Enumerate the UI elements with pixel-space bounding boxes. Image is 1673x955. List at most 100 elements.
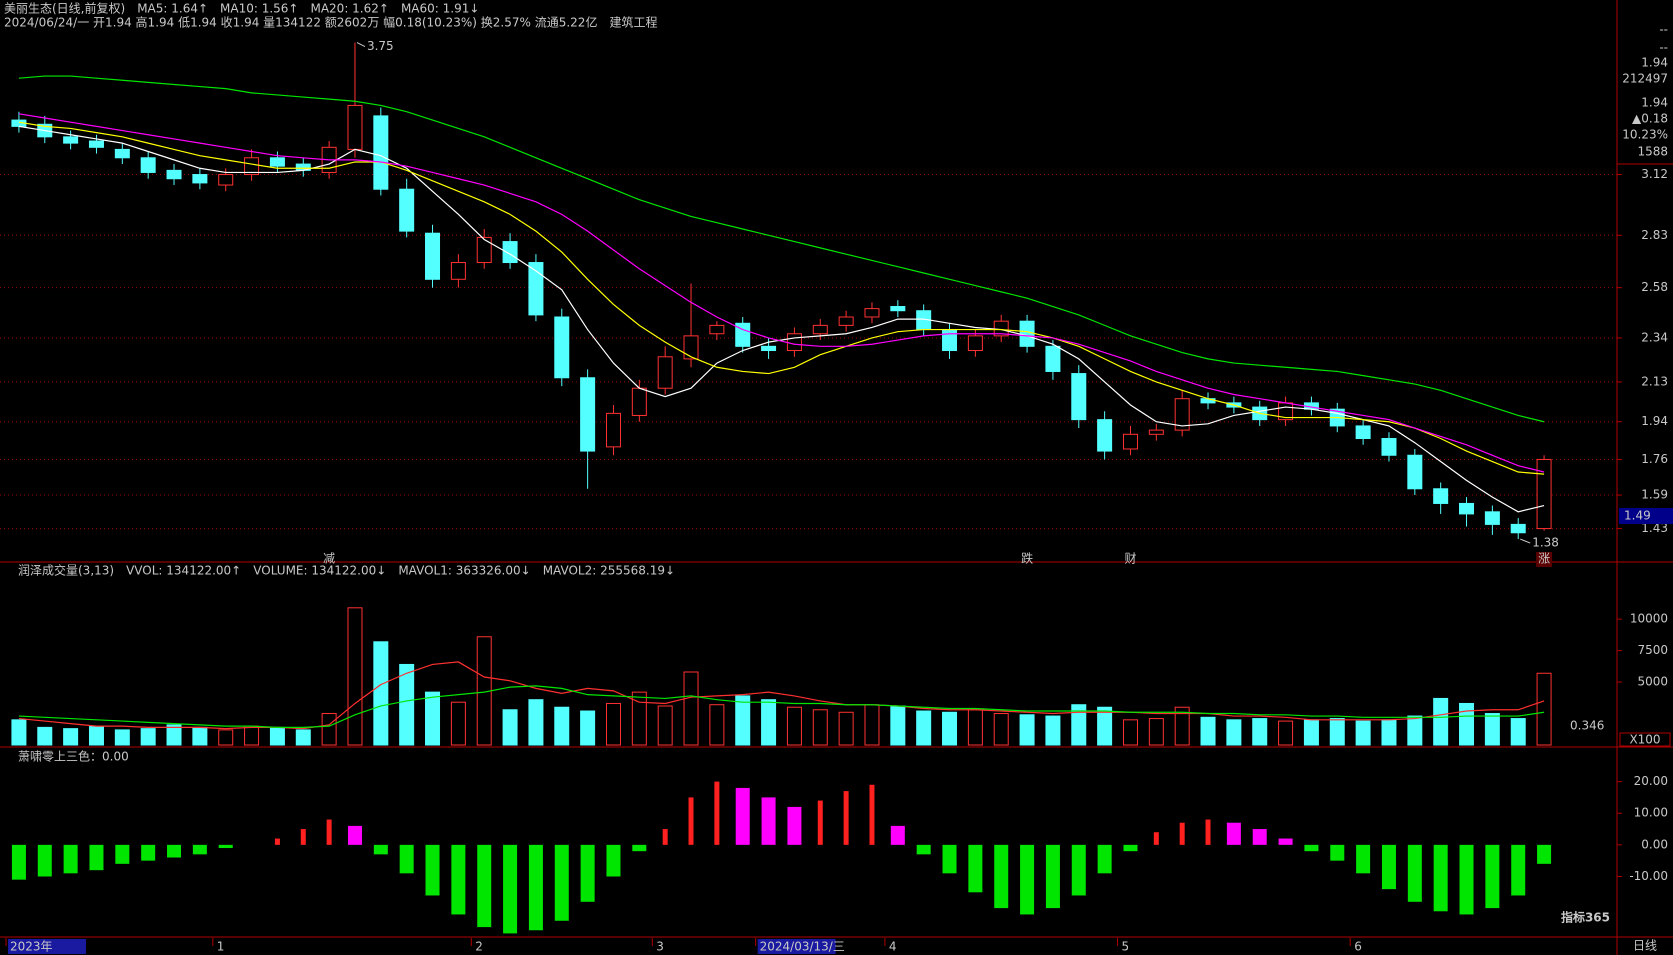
extreme-pointer	[356, 42, 366, 48]
indicator-bar	[1485, 844, 1500, 909]
indicator-bar	[714, 781, 720, 845]
candle-body	[580, 377, 596, 452]
indicator-bar	[192, 844, 207, 855]
candle-body	[942, 329, 958, 352]
y-tick-label: 1.43	[1641, 521, 1668, 535]
legend-entry: VVOL: 134122.00↑	[126, 564, 241, 578]
candle-body	[1045, 345, 1061, 372]
volume-bar	[140, 728, 156, 746]
signal-label: 财	[1124, 552, 1136, 566]
indicator-bar	[1252, 829, 1267, 845]
volume-bar	[321, 713, 337, 746]
indicator-bar	[347, 825, 362, 845]
legend-entry: VOLUME: 134122.00↓	[253, 564, 386, 578]
volume-bar	[580, 710, 596, 746]
volume-bar	[942, 711, 958, 746]
candle-body	[864, 308, 880, 318]
volume-bar	[1122, 719, 1138, 746]
x-tick-label: 6	[1354, 940, 1362, 954]
volume-bar	[37, 726, 53, 746]
x-tick-label: 3	[656, 940, 664, 954]
volume-bar	[347, 607, 363, 746]
indicator-bar	[11, 844, 26, 880]
indicator-bar	[1537, 844, 1552, 864]
indicator-bar	[373, 844, 388, 855]
y-tick-label: 3.12	[1641, 167, 1668, 181]
extreme-pointer	[1520, 538, 1531, 544]
indicator-bar	[916, 844, 931, 855]
candle-body	[450, 262, 466, 280]
volume-bar	[269, 726, 285, 746]
x-tick-label: 4	[889, 940, 897, 954]
candle-body	[605, 412, 621, 448]
y-tick-label: 1.94	[1641, 414, 1668, 428]
legend-entry: MA5: 1.64↑	[137, 2, 208, 16]
legend-entry: MAVOL2: 255568.19↓	[543, 564, 675, 578]
y-tick-label: 20.00	[1634, 774, 1668, 788]
volume-bar	[1252, 718, 1268, 746]
y-tick-label: 1.59	[1641, 488, 1668, 502]
cursor-box	[1619, 508, 1673, 525]
indicator-bar	[1226, 822, 1241, 845]
indicator-bar	[1020, 844, 1035, 915]
quote-info: 2024/06/24/一 开1.94 高1.94 低1.94 收1.94 量13…	[4, 15, 597, 30]
indicator-bar	[1278, 838, 1293, 845]
candle-body	[425, 232, 441, 280]
volume-bar	[244, 725, 260, 746]
y-tick-label: 2.58	[1641, 280, 1668, 294]
indicator-bar	[1330, 844, 1345, 861]
candle-body	[812, 324, 828, 335]
indicator-bar	[994, 844, 1009, 909]
volume-bar	[605, 702, 621, 746]
volume-bar	[1071, 704, 1087, 746]
volume-bar	[88, 725, 104, 746]
indicator-bar	[300, 829, 306, 845]
indicator-bar	[1511, 844, 1526, 896]
volume-bar	[1097, 706, 1113, 746]
panel-title: 润泽成交量(3,13)	[18, 563, 114, 578]
chart-title: 美丽生态(日线,前复权)	[4, 1, 125, 16]
indicator-bar	[477, 844, 492, 928]
last-value-label: 0.346	[1570, 719, 1604, 733]
volume-bar	[657, 705, 673, 746]
indicator-bar	[1123, 844, 1138, 852]
candle-body	[166, 169, 182, 180]
candle-body	[269, 157, 285, 167]
x-tick-label: 2024/03/13/三	[760, 940, 845, 954]
y-tick-label: 5000	[1637, 675, 1668, 689]
candle-body	[1381, 437, 1397, 456]
indicator-bar	[37, 844, 52, 877]
candle-body	[1148, 429, 1164, 435]
candle-body	[1459, 502, 1475, 515]
candle-body	[1510, 523, 1526, 534]
unit-box	[1619, 732, 1671, 747]
candle-body	[114, 148, 130, 159]
indicator-bar	[1097, 844, 1112, 874]
panel-title: 萧啸零上三色：0.00	[18, 750, 129, 764]
candle-body	[244, 157, 260, 176]
indicator-bar	[1205, 819, 1211, 845]
candle-body	[1071, 373, 1087, 421]
candle-body	[683, 335, 699, 360]
volume-bar	[528, 699, 544, 746]
indicator-bar	[554, 844, 569, 921]
y-tick-label: 10.00	[1634, 806, 1668, 820]
y-tick-label: 2.13	[1641, 374, 1668, 388]
volume-bar	[1484, 713, 1500, 746]
quote-value: 212497	[1622, 72, 1668, 86]
volume-bar	[554, 706, 570, 746]
candle-body	[528, 262, 544, 316]
quote-value: 10.23%	[1622, 128, 1668, 142]
candle-body	[838, 316, 854, 326]
volume-bar	[1200, 716, 1216, 746]
candle-body	[1174, 398, 1190, 431]
indicator-bar	[662, 829, 668, 845]
volume-bar	[295, 729, 311, 746]
indicator-bar	[1153, 832, 1159, 845]
candle-body	[88, 140, 104, 148]
high-label: 3.75	[367, 39, 394, 53]
volume-bar	[114, 729, 130, 746]
volume-bar	[1045, 715, 1061, 746]
candle-body	[709, 324, 725, 335]
quote-info: 建筑工程	[609, 15, 657, 30]
